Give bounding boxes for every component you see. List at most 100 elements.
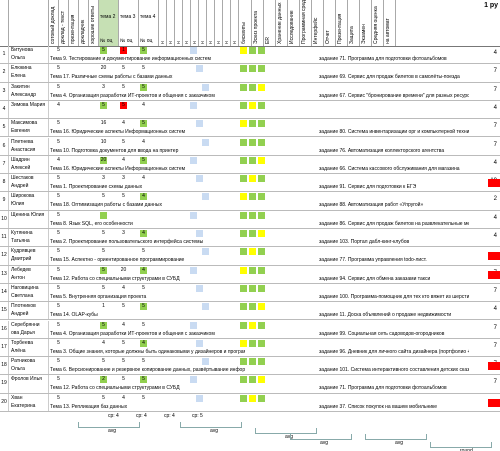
- table-row[interactable]: 8 Шестаков Андрей 5 3 3 4 Тема 1. Проектировани…: [0, 174, 500, 193]
- grade-cell[interactable]: 5: [122, 65, 125, 72]
- grade-cell[interactable]: 5: [102, 394, 105, 401]
- grade-cell[interactable]: 4: [122, 284, 125, 291]
- student-name[interactable]: Кудрявцев Дмитрий: [9, 247, 49, 265]
- grade-cell[interactable]: 5: [57, 47, 60, 53]
- status-cell[interactable]: [249, 175, 256, 183]
- grade-cell[interactable]: 5: [102, 358, 105, 365]
- topic-text[interactable]: Тема 16. Юридические аспекты Информацион…: [50, 165, 186, 172]
- student-name[interactable]: Плотников Андрей: [9, 302, 49, 320]
- grade-cell[interactable]: 5: [142, 65, 145, 72]
- grade-cell[interactable]: 5: [57, 83, 60, 90]
- status-cell[interactable]: [240, 303, 247, 311]
- grade-cell[interactable]: 4: [122, 120, 125, 127]
- header-right-4[interactable]: Исследование: [288, 0, 300, 46]
- student-name[interactable]: Максимова Евгения: [9, 119, 49, 137]
- topic-text[interactable]: Тема 1. Проектирование схемы данных: [50, 184, 143, 191]
- status-cell[interactable]: [249, 138, 256, 146]
- header-flag-3[interactable]: н: [183, 0, 191, 46]
- header-topic-2[interactable]: тема 2 № оц: [99, 0, 119, 46]
- student-name[interactable]: Битунова Ольга: [9, 46, 49, 64]
- grade-cell[interactable]: 4: [57, 156, 60, 163]
- flag-cell[interactable]: [190, 376, 197, 384]
- grade-cell[interactable]: 4: [142, 101, 145, 108]
- grade-cell[interactable]: 5: [102, 193, 105, 200]
- header-col-0[interactable]: сотовый доклад: [49, 0, 59, 46]
- status-cell[interactable]: [249, 303, 256, 311]
- status-cell[interactable]: [258, 47, 265, 54]
- status-cell[interactable]: [258, 321, 265, 329]
- table-row[interactable]: 5 Максимова Евгения 5 16 4 5 Тема 16. Юридическ…: [0, 119, 500, 138]
- grade-cell[interactable]: 5: [57, 266, 60, 273]
- grade-cell[interactable]: 5: [140, 47, 147, 54]
- table-row[interactable]: 18 Ратникова Ольга 5 5 5 5 Тема 6. Версионирова…: [0, 357, 500, 376]
- table-row[interactable]: 19 Фролов Илья 5 2 5 5 Тема 12. Работа со спец…: [0, 375, 500, 394]
- project-text[interactable]: задание 96. Дневник для личного сайта ди…: [319, 348, 469, 355]
- grade-cell[interactable]: 4: [140, 266, 147, 274]
- header-right-7[interactable]: Отчет: [324, 0, 336, 46]
- flag-cell[interactable]: [196, 284, 203, 292]
- header-right-8[interactable]: Презентация: [336, 0, 348, 46]
- grade-cell[interactable]: 5: [120, 101, 127, 109]
- table-row[interactable]: 3 Закитин Александр 5 3 5 5 Тема 4. Организация…: [0, 82, 500, 101]
- table-row[interactable]: 7 Шадрин Алексей 4 20 4 5 Тема 16. Юридические …: [0, 155, 500, 175]
- header-flag-7[interactable]: н: [215, 0, 223, 46]
- project-text[interactable]: задание 37. Список покупок на вашем моби…: [319, 403, 438, 410]
- status-cell[interactable]: [240, 138, 247, 146]
- grade-cell[interactable]: 10: [100, 138, 107, 145]
- grade-cell[interactable]: 3: [102, 83, 105, 90]
- flag-cell[interactable]: [202, 193, 209, 201]
- topic-text[interactable]: Тема 14. OLAP-кубы: [50, 312, 98, 319]
- flag-cell[interactable]: [196, 339, 203, 347]
- flag-cell[interactable]: [190, 266, 197, 274]
- header-right-9[interactable]: Защита: [348, 0, 360, 46]
- header-right-12[interactable]: на автомат: [384, 0, 396, 46]
- status-cell[interactable]: [249, 156, 256, 164]
- grade-cell[interactable]: 5: [57, 138, 60, 145]
- grade-cell[interactable]: 5: [57, 175, 60, 182]
- status-cell[interactable]: [240, 376, 247, 384]
- status-cell[interactable]: [249, 101, 256, 109]
- student-name[interactable]: Закитин Александр: [9, 82, 49, 100]
- table-row[interactable]: 9 Широкова Юлия 5 5 5 4 Тема 18. Оптимизация ра…: [0, 192, 500, 211]
- grade-cell[interactable]: 4: [140, 339, 147, 347]
- header-right-2[interactable]: ER: [264, 0, 276, 46]
- header-name[interactable]: [9, 0, 49, 46]
- grade-cell[interactable]: 4: [140, 230, 147, 237]
- student-name[interactable]: Зимова Мария: [9, 100, 49, 119]
- status-cell[interactable]: [240, 248, 247, 256]
- topic-text[interactable]: Тема 12. Работа со специальными структур…: [50, 275, 180, 282]
- grade-cell[interactable]: 5: [142, 394, 145, 401]
- status-cell[interactable]: [258, 138, 265, 146]
- grade-cell[interactable]: 5: [57, 193, 60, 200]
- grade-cell[interactable]: [120, 248, 127, 255]
- grade-cell[interactable]: 5: [142, 248, 145, 255]
- header-num[interactable]: [0, 0, 9, 46]
- header-col-4[interactable]: хорошие ответы: [89, 0, 99, 46]
- grade-cell[interactable]: 16: [100, 120, 107, 127]
- status-cell[interactable]: [258, 339, 265, 347]
- flag-cell[interactable]: [202, 303, 209, 311]
- status-cell[interactable]: [240, 358, 247, 366]
- table-row[interactable]: 20 Хван Екатерина 5 5 4 5 Тема 13. Репликация б…: [0, 393, 500, 412]
- grade-cell[interactable]: 3: [102, 175, 105, 182]
- student-name[interactable]: Широкова Юлия: [9, 192, 49, 210]
- project-text[interactable]: задание 100. Программа-помощник для тех …: [319, 293, 469, 300]
- grade-cell[interactable]: 4: [122, 156, 125, 163]
- table-row[interactable]: 10 Щенина Юлия 5 Тема 8. Язык SQL, его особ…: [0, 210, 500, 229]
- project-text[interactable]: задание 103. Портал дабл-кинг-клубов: [319, 239, 410, 245]
- status-cell[interactable]: [240, 230, 247, 237]
- student-name[interactable]: Кутянина Татьяна: [9, 229, 49, 247]
- grade-cell[interactable]: 5: [57, 120, 60, 127]
- status-cell[interactable]: [249, 394, 256, 402]
- project-text[interactable]: задание 71. Программа для подготовки фот…: [319, 385, 447, 392]
- flag-cell[interactable]: [196, 120, 203, 128]
- topic-text[interactable]: Тема 9. Тестирование и документирование …: [50, 56, 211, 62]
- status-cell[interactable]: [249, 230, 256, 237]
- grade-cell[interactable]: 20: [100, 65, 107, 72]
- status-cell[interactable]: [258, 175, 265, 183]
- grade-cell[interactable]: 5: [122, 376, 125, 383]
- grade-cell[interactable]: 4: [122, 394, 125, 401]
- status-cell[interactable]: [258, 83, 265, 91]
- student-name[interactable]: Фролов Илья: [9, 375, 49, 393]
- grade-cell[interactable]: 5: [57, 394, 60, 401]
